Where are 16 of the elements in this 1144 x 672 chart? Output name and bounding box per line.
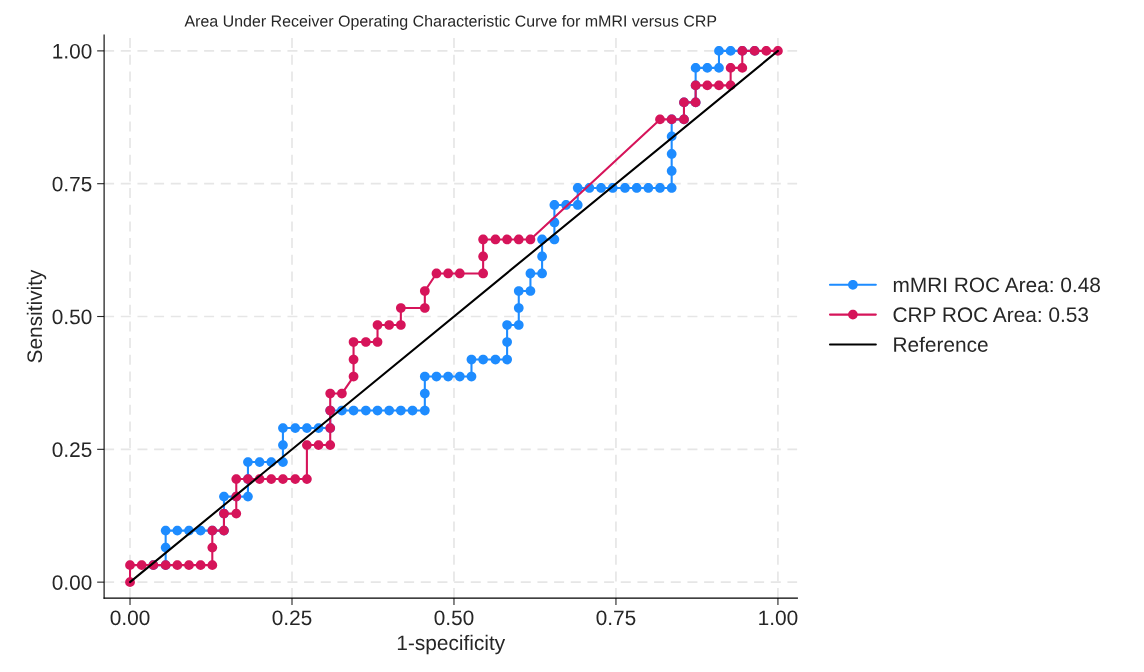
y-axis-title: Sensitivity	[26, 269, 47, 363]
y-tick-label: 0.25	[52, 442, 92, 458]
y-tick-label: 0.75	[52, 176, 92, 192]
legend-label: Reference	[894, 336, 988, 352]
x-tick-label: 0.50	[434, 610, 474, 626]
y-tick-label: 0.50	[52, 309, 92, 325]
x-tick-label: 0.00	[110, 610, 150, 626]
x-axis-title: 1-specificity	[397, 634, 506, 655]
legend-label: mMRI ROC Area: 0.48	[893, 277, 1100, 293]
x-tick-label: 0.75	[596, 610, 636, 626]
chart-title: Area Under Receiver Operating Characteristic Curve for mMRI versus CRP	[184, 15, 717, 30]
y-tick-label: 0.00	[52, 575, 92, 590]
legend-label: CRP ROC Area: 0.53	[893, 307, 1089, 323]
x-tick-label: 1.00	[759, 610, 798, 626]
y-tick-label: 1.00	[53, 43, 92, 59]
x-tick-label: 0.25	[272, 610, 312, 626]
